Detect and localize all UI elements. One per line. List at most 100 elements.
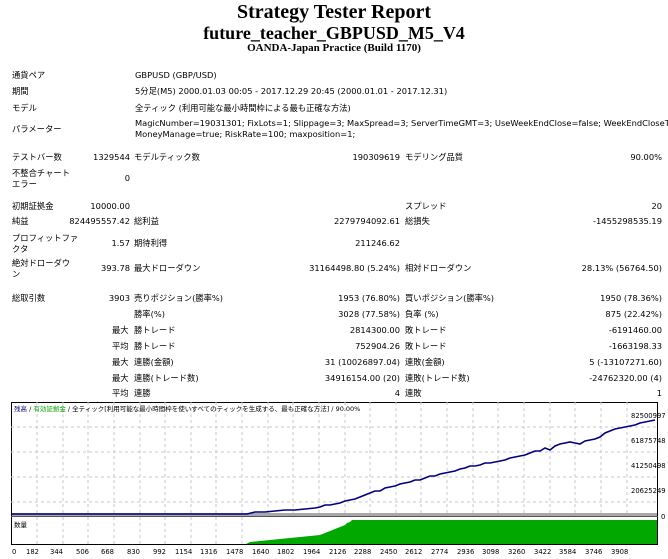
y-tick: 82500997 [631, 412, 666, 420]
params-line2: MoneyManage=true; RiskRate=100; maxposit… [135, 129, 356, 139]
expected-value: 211246.62 [355, 238, 400, 248]
legend-separator: / [27, 405, 34, 413]
max-win-value: 2814300.00 [349, 325, 400, 335]
y-tick: 20625249 [631, 487, 666, 495]
cons-wins-cnt-label: 連勝(トレード数) [134, 373, 199, 383]
spread-label: スプレッド [405, 201, 447, 211]
max-dd-label: 最大ドローダウン [134, 263, 201, 273]
x-tick: 1316 [200, 548, 218, 556]
x-tick: 1640 [252, 548, 270, 556]
x-tick: 2612 [405, 548, 423, 556]
avg-loss-label: 敗トレード [405, 341, 447, 351]
avg-prefix: 平均 [112, 388, 129, 398]
x-tick: 992 [153, 548, 166, 556]
pf-label-1: プロフィットファ [12, 233, 79, 243]
x-tick: 1154 [175, 548, 193, 556]
cons-wins-cnt-value: 34916154.00 (20) [324, 373, 400, 383]
symbol-value: GBPUSD (GBP/USD) [135, 70, 217, 80]
x-tick: 506 [76, 548, 89, 556]
avg-win-value: 752904.26 [355, 341, 400, 351]
cons-wins-amt-label: 連勝(金額) [134, 357, 174, 367]
ticks-label: モデルティック数 [134, 152, 200, 162]
max-win-label: 勝トレード [134, 325, 176, 335]
short-label: 売りポジション(勝率%) [134, 293, 224, 303]
trades-value: 3903 [108, 293, 130, 303]
mismatch-value: 0 [124, 173, 130, 183]
net-value: 824495557.42 [69, 216, 130, 226]
x-tick: 1802 [277, 548, 295, 556]
bars-value: 1329544 [93, 152, 130, 162]
x-tick: 3584 [559, 548, 577, 556]
rel-dd-label: 相対ドローダウン [405, 263, 472, 273]
period-label: 期間 [12, 86, 29, 96]
server-build: OANDA-Japan Practice (Build 1170) [247, 42, 421, 54]
expert-name: future_teacher_GBPUSD_M5_V4 [203, 23, 465, 43]
trades-label: 総取引数 [12, 293, 46, 303]
loss-rate-value: 875 (22.42%) [605, 309, 662, 319]
x-tick: 2288 [354, 548, 372, 556]
legend-quality: 90.00% [335, 405, 361, 413]
gross-loss-value: -1455298535.19 [593, 216, 662, 226]
cons-loss-amt-value: 5 (-13107271.60) [589, 357, 662, 367]
x-tick: 1964 [303, 548, 321, 556]
deposit-value: 10000.00 [90, 201, 130, 211]
volume-area [246, 520, 657, 544]
net-label: 純益 [12, 216, 29, 226]
period-value: 5分足(M5) 2000.01.03 00:05 - 2017.12.29 20… [135, 86, 448, 96]
avg-cons-loss-label: 連敗 [405, 388, 422, 398]
x-tick: 2450 [380, 548, 398, 556]
x-tick: 2774 [431, 548, 449, 556]
y-tick: 0 [661, 513, 666, 521]
max-prefix: 最大 [112, 373, 129, 383]
gross-loss-label: 総損失 [405, 216, 430, 226]
report-title: Strategy Tester Report [236, 1, 432, 23]
pf-label-2: クタ [12, 244, 29, 254]
deposit-label: 初期証拠金 [12, 201, 54, 211]
cons-wins-amt-value: 31 (10026897.04) [324, 357, 400, 367]
win-rate-label: 勝率(%) [134, 309, 165, 319]
x-tick: 3260 [508, 548, 526, 556]
rel-dd-value: 28.13% (56764.50) [581, 263, 662, 273]
max-prefix: 最大 [112, 325, 129, 335]
x-tick: 182 [26, 548, 39, 556]
long-value: 1950 (78.36%) [600, 293, 662, 303]
expected-label: 期待利得 [134, 238, 168, 248]
gross-profit-label: 総利益 [134, 216, 159, 226]
mismatch-label-2: エラー [12, 179, 37, 189]
x-tick: 344 [50, 548, 63, 556]
gross-profit-value: 2279794092.61 [334, 216, 400, 226]
bars-label: テストバー数 [12, 152, 62, 162]
abs-dd-label-2: ン [12, 269, 21, 279]
mismatch-label-1: 不整合チャート [12, 168, 70, 178]
spread-value: 20 [651, 201, 662, 211]
cons-loss-amt-label: 連敗(金額) [405, 357, 445, 367]
balance-line [12, 419, 656, 515]
x-tick: 2126 [329, 548, 347, 556]
x-tick: 3908 [611, 548, 629, 556]
long-label: 買いポジション(勝率%) [405, 293, 495, 303]
x-tick: 3098 [482, 548, 500, 556]
avg-cons-win-label: 連勝 [134, 388, 151, 398]
x-tick: 3746 [585, 548, 603, 556]
legend-separator: / [329, 405, 336, 413]
short-value: 1953 (76.80%) [338, 293, 400, 303]
params-label: パラメーター [12, 124, 62, 134]
legend-equity: 有効証拠金 [33, 405, 66, 413]
avg-cons-win-value: 4 [394, 388, 400, 398]
avg-loss-value: -1663198.33 [608, 341, 662, 351]
params-line1: MagicNumber=19031301; FixLots=1; Slippag… [135, 118, 668, 128]
max-prefix: 最大 [112, 357, 129, 367]
x-tick: 1478 [226, 548, 244, 556]
y-tick: 41250498 [631, 462, 666, 470]
legend-balance: 残高 [14, 405, 27, 413]
quality-value: 90.00% [630, 152, 662, 162]
volume-label: 数量 [14, 521, 27, 529]
avg-cons-loss-value: 1 [656, 388, 662, 398]
balance-chart [11, 402, 658, 545]
avg-prefix: 平均 [112, 341, 129, 351]
chart-legend: 残高 / 有効証拠金 / 全ティック[利用可能な最小時間枠を使いすべてのティック… [14, 405, 360, 414]
y-tick: 61875748 [631, 437, 666, 445]
x-tick: 668 [101, 548, 114, 556]
symbol-label: 通貨ペア [12, 70, 46, 80]
abs-dd-value: 393.78 [100, 263, 130, 273]
